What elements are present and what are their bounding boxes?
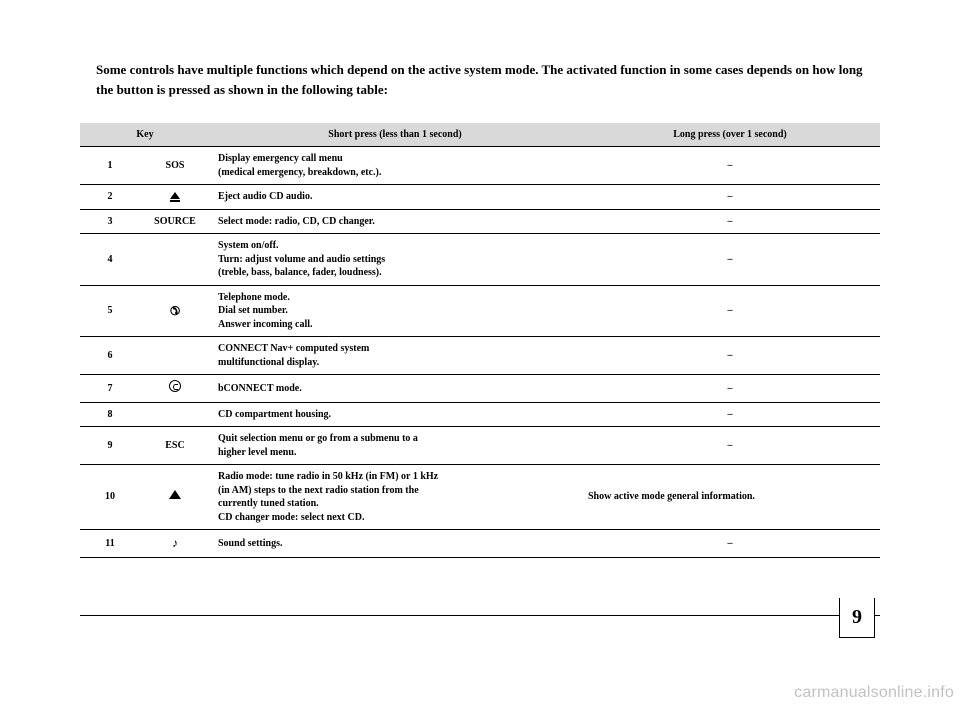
row-long-press: – bbox=[580, 147, 880, 185]
row-number: 11 bbox=[80, 530, 140, 558]
row-long-press: – bbox=[580, 234, 880, 286]
row-short-press: Eject audio CD audio. bbox=[210, 185, 580, 210]
row-symbol: ✆ bbox=[140, 285, 210, 337]
table-row: 3SOURCESelect mode: radio, CD, CD change… bbox=[80, 209, 880, 234]
row-long-press: – bbox=[580, 530, 880, 558]
row-symbol bbox=[140, 337, 210, 375]
page-number-box: 9 bbox=[839, 598, 875, 638]
table-header-row: Key Short press (less than 1 second) Lon… bbox=[80, 123, 880, 147]
table-row: 8 CD compartment housing.– bbox=[80, 402, 880, 427]
row-short-press: Quit selection menu or go from a submenu… bbox=[210, 427, 580, 465]
row-long-press: – bbox=[580, 209, 880, 234]
row-short-press: CD compartment housing. bbox=[210, 402, 580, 427]
music-note-icon: ♪ bbox=[172, 536, 178, 550]
row-number: 3 bbox=[80, 209, 140, 234]
bconnect-icon bbox=[169, 380, 181, 392]
row-number: 5 bbox=[80, 285, 140, 337]
row-number: 8 bbox=[80, 402, 140, 427]
row-short-press: Display emergency call menu(medical emer… bbox=[210, 147, 580, 185]
row-number: 2 bbox=[80, 185, 140, 210]
table-row: 9ESCQuit selection menu or go from a sub… bbox=[80, 427, 880, 465]
table-row: 2 Eject audio CD audio.– bbox=[80, 185, 880, 210]
table-row: 11 ♪ Sound settings.– bbox=[80, 530, 880, 558]
eject-icon bbox=[170, 192, 180, 199]
table-row: 10 Radio mode: tune radio in 50 kHz (in F… bbox=[80, 465, 880, 530]
row-short-press: Radio mode: tune radio in 50 kHz (in FM)… bbox=[210, 465, 580, 530]
row-number: 6 bbox=[80, 337, 140, 375]
table-row: 7 bCONNECT mode.– bbox=[80, 375, 880, 403]
row-number: 9 bbox=[80, 427, 140, 465]
table-row: 6 CONNECT Nav+ computed systemmultifuncti… bbox=[80, 337, 880, 375]
row-symbol bbox=[140, 234, 210, 286]
table-row: 1SOSDisplay emergency call menu(medical … bbox=[80, 147, 880, 185]
row-long-press: – bbox=[580, 185, 880, 210]
row-long-press: – bbox=[580, 427, 880, 465]
intro-paragraph: Some controls have multiple functions wh… bbox=[80, 60, 880, 99]
row-symbol: ♪ bbox=[140, 530, 210, 558]
header-short: Short press (less than 1 second) bbox=[210, 123, 580, 147]
row-number: 7 bbox=[80, 375, 140, 403]
row-short-press: CONNECT Nav+ computed systemmultifunctio… bbox=[210, 337, 580, 375]
row-long-press: – bbox=[580, 285, 880, 337]
row-symbol bbox=[140, 375, 210, 403]
row-short-press: Telephone mode.Dial set number.Answer in… bbox=[210, 285, 580, 337]
row-number: 1 bbox=[80, 147, 140, 185]
row-symbol bbox=[140, 465, 210, 530]
page-number: 9 bbox=[852, 606, 862, 629]
row-short-press: System on/off.Turn: adjust volume and au… bbox=[210, 234, 580, 286]
row-number: 4 bbox=[80, 234, 140, 286]
table-row: 4 System on/off.Turn: adjust volume and a… bbox=[80, 234, 880, 286]
row-short-press: Sound settings. bbox=[210, 530, 580, 558]
row-short-press: bCONNECT mode. bbox=[210, 375, 580, 403]
row-long-press: Show active mode general information. bbox=[580, 465, 880, 530]
header-key: Key bbox=[80, 123, 210, 147]
watermark-text: carmanualsonline.info bbox=[794, 684, 954, 702]
row-symbol: ESC bbox=[140, 427, 210, 465]
row-long-press: – bbox=[580, 375, 880, 403]
row-number: 10 bbox=[80, 465, 140, 530]
manual-page: Some controls have multiple functions wh… bbox=[0, 0, 960, 706]
row-symbol bbox=[140, 402, 210, 427]
table-body: 1SOSDisplay emergency call menu(medical … bbox=[80, 147, 880, 558]
row-symbol: SOS bbox=[140, 147, 210, 185]
controls-table: Key Short press (less than 1 second) Lon… bbox=[80, 123, 880, 558]
header-long: Long press (over 1 second) bbox=[580, 123, 880, 147]
row-symbol: SOURCE bbox=[140, 209, 210, 234]
up-arrow-icon bbox=[169, 490, 181, 499]
row-long-press: – bbox=[580, 337, 880, 375]
table-row: 5 ✆ Telephone mode.Dial set number.Answer … bbox=[80, 285, 880, 337]
row-symbol bbox=[140, 185, 210, 210]
row-long-press: – bbox=[580, 402, 880, 427]
row-short-press: Select mode: radio, CD, CD changer. bbox=[210, 209, 580, 234]
phone-icon: ✆ bbox=[170, 303, 180, 319]
footer-divider bbox=[80, 615, 880, 617]
